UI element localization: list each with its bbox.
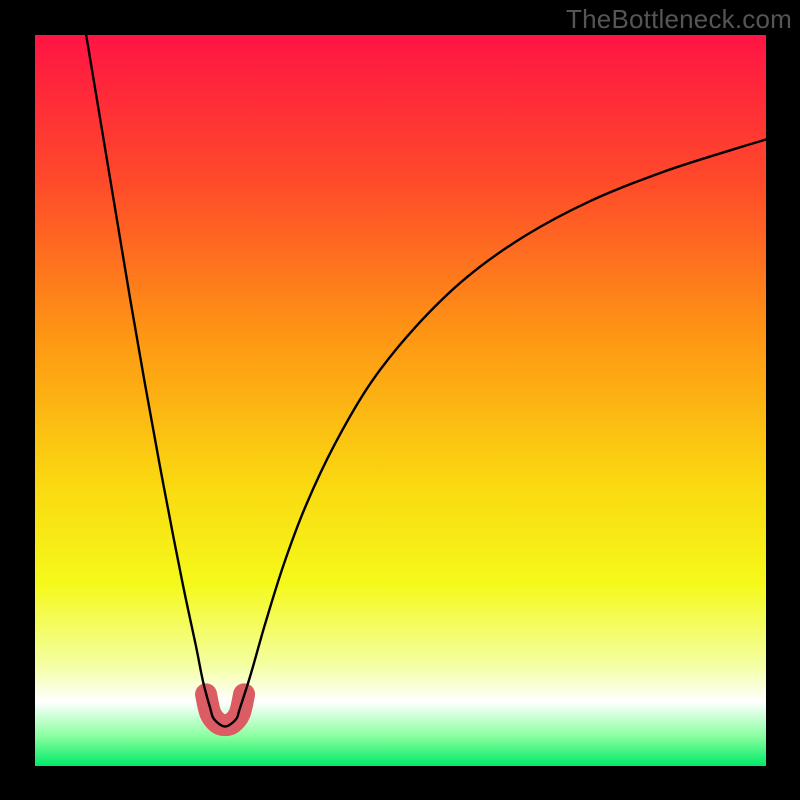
chart-container: TheBottleneck.com: [0, 0, 800, 800]
bottleneck-chart: [0, 0, 800, 800]
plot-background: [35, 35, 766, 766]
watermark-text: TheBottleneck.com: [566, 4, 792, 35]
